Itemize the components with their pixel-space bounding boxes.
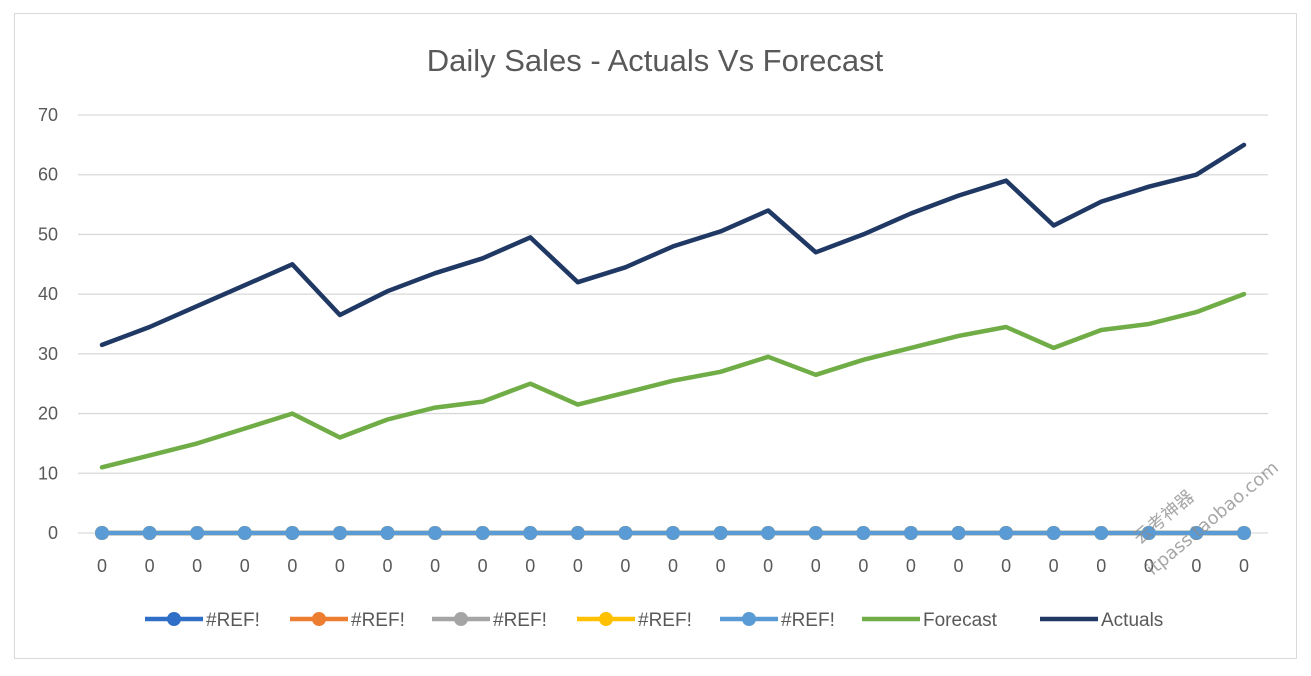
legend-item: #REF! — [290, 610, 405, 631]
x-tick-label: 0 — [906, 556, 916, 576]
data-point — [332, 526, 347, 540]
data-point — [1094, 526, 1109, 540]
series-layer — [95, 142, 1251, 540]
data-point — [523, 526, 538, 540]
x-tick-label: 0 — [430, 556, 440, 576]
data-point — [808, 526, 823, 540]
x-tick-label: 0 — [953, 556, 963, 576]
data-point — [475, 526, 490, 540]
x-tick-label: 0 — [811, 556, 821, 576]
x-tick-label: 0 — [1049, 556, 1059, 576]
y-tick-label: 30 — [38, 344, 58, 364]
series-6 — [99, 142, 1247, 348]
data-point — [999, 526, 1014, 540]
legend-label: #REF! — [206, 610, 260, 631]
data-point — [761, 526, 776, 540]
data-point — [285, 526, 300, 540]
x-tick-label: 0 — [1191, 556, 1201, 576]
x-tick-label: 0 — [1239, 556, 1249, 576]
data-point — [1141, 526, 1156, 540]
series-line — [99, 142, 1247, 348]
legend-item: Actuals — [1040, 610, 1163, 631]
x-tick-label: 0 — [335, 556, 345, 576]
x-tick-label: 0 — [763, 556, 773, 576]
series-4 — [95, 526, 1251, 540]
y-tick-label: 70 — [38, 105, 58, 125]
legend-swatch-marker — [599, 612, 613, 626]
x-tick-label: 0 — [1001, 556, 1011, 576]
x-tick-label: 0 — [1096, 556, 1106, 576]
data-point — [95, 526, 109, 540]
legend-swatch-marker — [454, 612, 468, 626]
legend-label: Actuals — [1101, 610, 1163, 631]
data-point — [1189, 526, 1204, 540]
x-tick-label: 0 — [382, 556, 392, 576]
data-point — [951, 526, 966, 540]
data-point — [903, 526, 918, 540]
data-point — [713, 526, 728, 540]
data-point — [856, 526, 871, 540]
legend-swatch-marker — [312, 612, 326, 626]
legend-item: #REF! — [432, 610, 547, 631]
x-tick-label: 0 — [192, 556, 202, 576]
x-tick-label: 0 — [573, 556, 583, 576]
x-tick-label: 0 — [668, 556, 678, 576]
legend-swatch-marker — [167, 612, 181, 626]
y-tick-label: 40 — [38, 284, 58, 304]
legend-swatch-marker — [742, 612, 756, 626]
data-point — [570, 526, 585, 540]
legend-item: #REF! — [577, 610, 692, 631]
y-tick-label: 10 — [38, 463, 58, 483]
x-axis-ticks: 0 0 0 0 0 0 0 0 0 0 0 0 0 0 0 0 0 0 0 0 0 0 0 0 0 — [97, 556, 1249, 576]
legend-label: Forecast — [923, 610, 998, 631]
y-axis-ticks: 0 10 20 30 40 50 60 70 — [38, 105, 58, 543]
data-point — [428, 526, 443, 540]
x-tick-label: 0 — [97, 556, 107, 576]
legend-label: #REF! — [781, 610, 835, 631]
x-tick-label: 0 — [1144, 556, 1154, 576]
y-tick-label: 50 — [38, 224, 58, 244]
x-tick-label: 0 — [858, 556, 868, 576]
x-tick-label: 0 — [525, 556, 535, 576]
y-tick-label: 20 — [38, 404, 58, 424]
y-tick-label: 60 — [38, 165, 58, 185]
legend-label: #REF! — [638, 610, 692, 631]
legend-item: Forecast — [862, 610, 998, 631]
legend-label: #REF! — [351, 610, 405, 631]
x-tick-label: 0 — [716, 556, 726, 576]
x-tick-label: 0 — [478, 556, 488, 576]
data-point — [618, 526, 633, 540]
series-line — [99, 291, 1247, 470]
legend: #REF! #REF! #REF! #REF! #REF! Forecast Actuals — [145, 610, 1163, 631]
gridlines — [78, 114, 1268, 534]
chart-title: Daily Sales - Actuals Vs Forecast — [427, 43, 884, 78]
series-5 — [99, 291, 1247, 470]
data-point — [1237, 526, 1251, 540]
x-tick-label: 0 — [287, 556, 297, 576]
y-tick-label: 0 — [48, 523, 58, 543]
data-point — [142, 526, 157, 540]
legend-item: #REF! — [145, 610, 260, 631]
x-tick-label: 0 — [240, 556, 250, 576]
legend-item: #REF! — [720, 610, 835, 631]
data-point — [1046, 526, 1061, 540]
x-tick-label: 0 — [620, 556, 630, 576]
x-tick-label: 0 — [145, 556, 155, 576]
data-point — [190, 526, 205, 540]
data-point — [666, 526, 680, 540]
data-point — [237, 526, 252, 540]
legend-label: #REF! — [493, 610, 547, 631]
data-point — [380, 526, 395, 540]
